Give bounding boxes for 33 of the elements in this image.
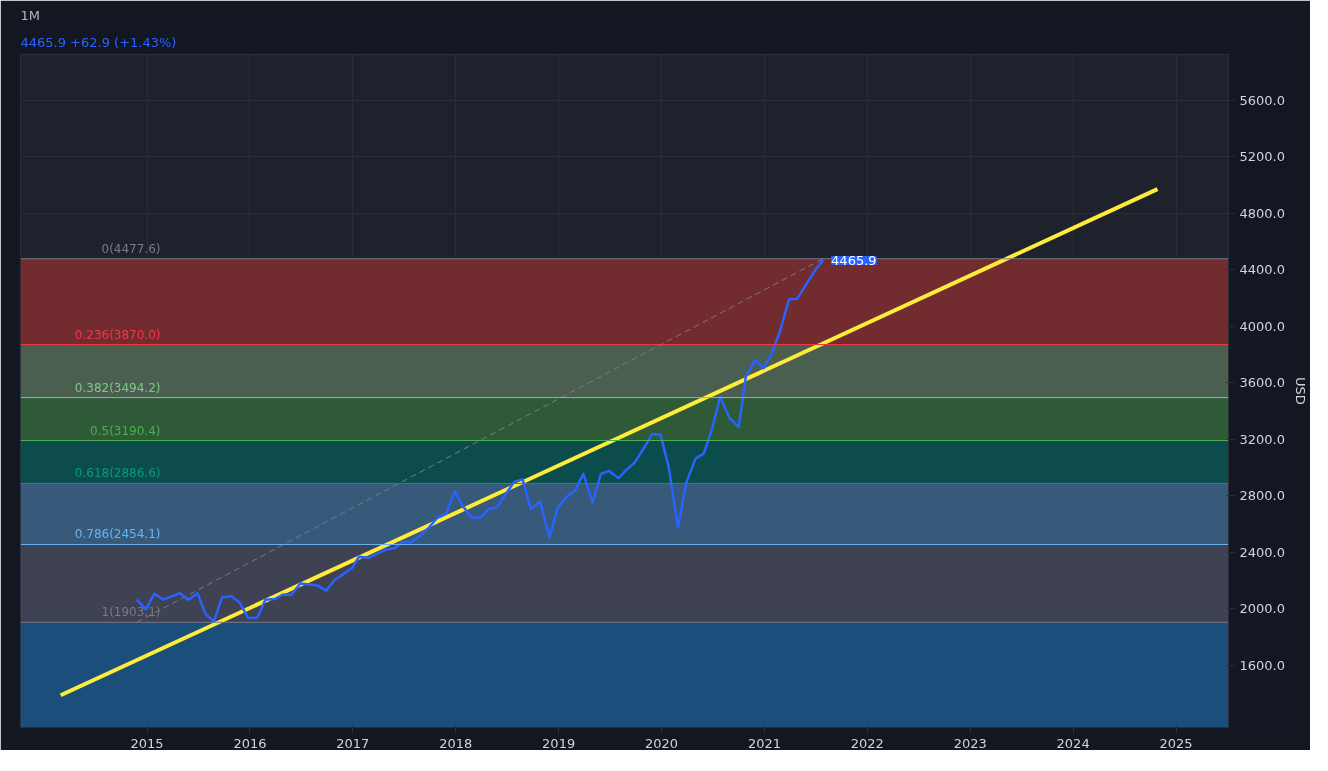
y-tick-label: 3600.0 bbox=[1239, 375, 1285, 391]
y-tick-label: 2000.0 bbox=[1239, 601, 1285, 617]
y-tick-label: 1600.0 bbox=[1239, 657, 1285, 673]
annotation: 4465.9 bbox=[831, 252, 877, 268]
x-tick-label: 2017 bbox=[336, 735, 370, 751]
y-tick-label: 2400.0 bbox=[1239, 544, 1285, 560]
y-tick-label: 5600.0 bbox=[1239, 92, 1285, 108]
ref-line-label: 0(4477.6) bbox=[101, 241, 161, 256]
x-tick-label: 2020 bbox=[645, 735, 679, 751]
y-tick-label: 4400.0 bbox=[1239, 262, 1285, 278]
ref-line-label: 0.5(3190.4) bbox=[90, 423, 161, 438]
x-tick-label: 2023 bbox=[953, 735, 987, 751]
chart-title: 1M bbox=[20, 7, 40, 23]
ref-line-label: 0.618(2886.6) bbox=[74, 466, 161, 481]
x-tick-label: 2021 bbox=[747, 735, 781, 751]
x-tick-label: 2024 bbox=[1056, 735, 1090, 751]
ref-line-label: 0.382(3494.2) bbox=[74, 380, 161, 395]
x-tick-label: 2015 bbox=[130, 735, 164, 751]
x-tick-label: 2016 bbox=[233, 735, 267, 751]
y-axis-title: USD bbox=[1292, 377, 1308, 405]
x-tick-label: 2022 bbox=[850, 735, 884, 751]
ref-line-label: 0.786(2454.1) bbox=[74, 527, 161, 542]
y-tick-label: 2800.0 bbox=[1239, 488, 1285, 504]
x-tick-label: 2018 bbox=[439, 735, 473, 751]
x-tick-label: 2019 bbox=[542, 735, 576, 751]
y-tick-label: 3200.0 bbox=[1239, 431, 1285, 447]
ref-line-label: 0.236(3870.0) bbox=[74, 327, 161, 342]
ref-line-label: 1(1903.1) bbox=[101, 605, 161, 620]
x-tick-label: 2025 bbox=[1159, 735, 1193, 751]
chart-subtitle: 4465.9 +62.9 (+1.43%) bbox=[20, 34, 177, 50]
y-tick-label: 4000.0 bbox=[1239, 318, 1285, 334]
y-tick-label: 5200.0 bbox=[1239, 149, 1285, 165]
y-tick-label: 4800.0 bbox=[1239, 205, 1285, 221]
